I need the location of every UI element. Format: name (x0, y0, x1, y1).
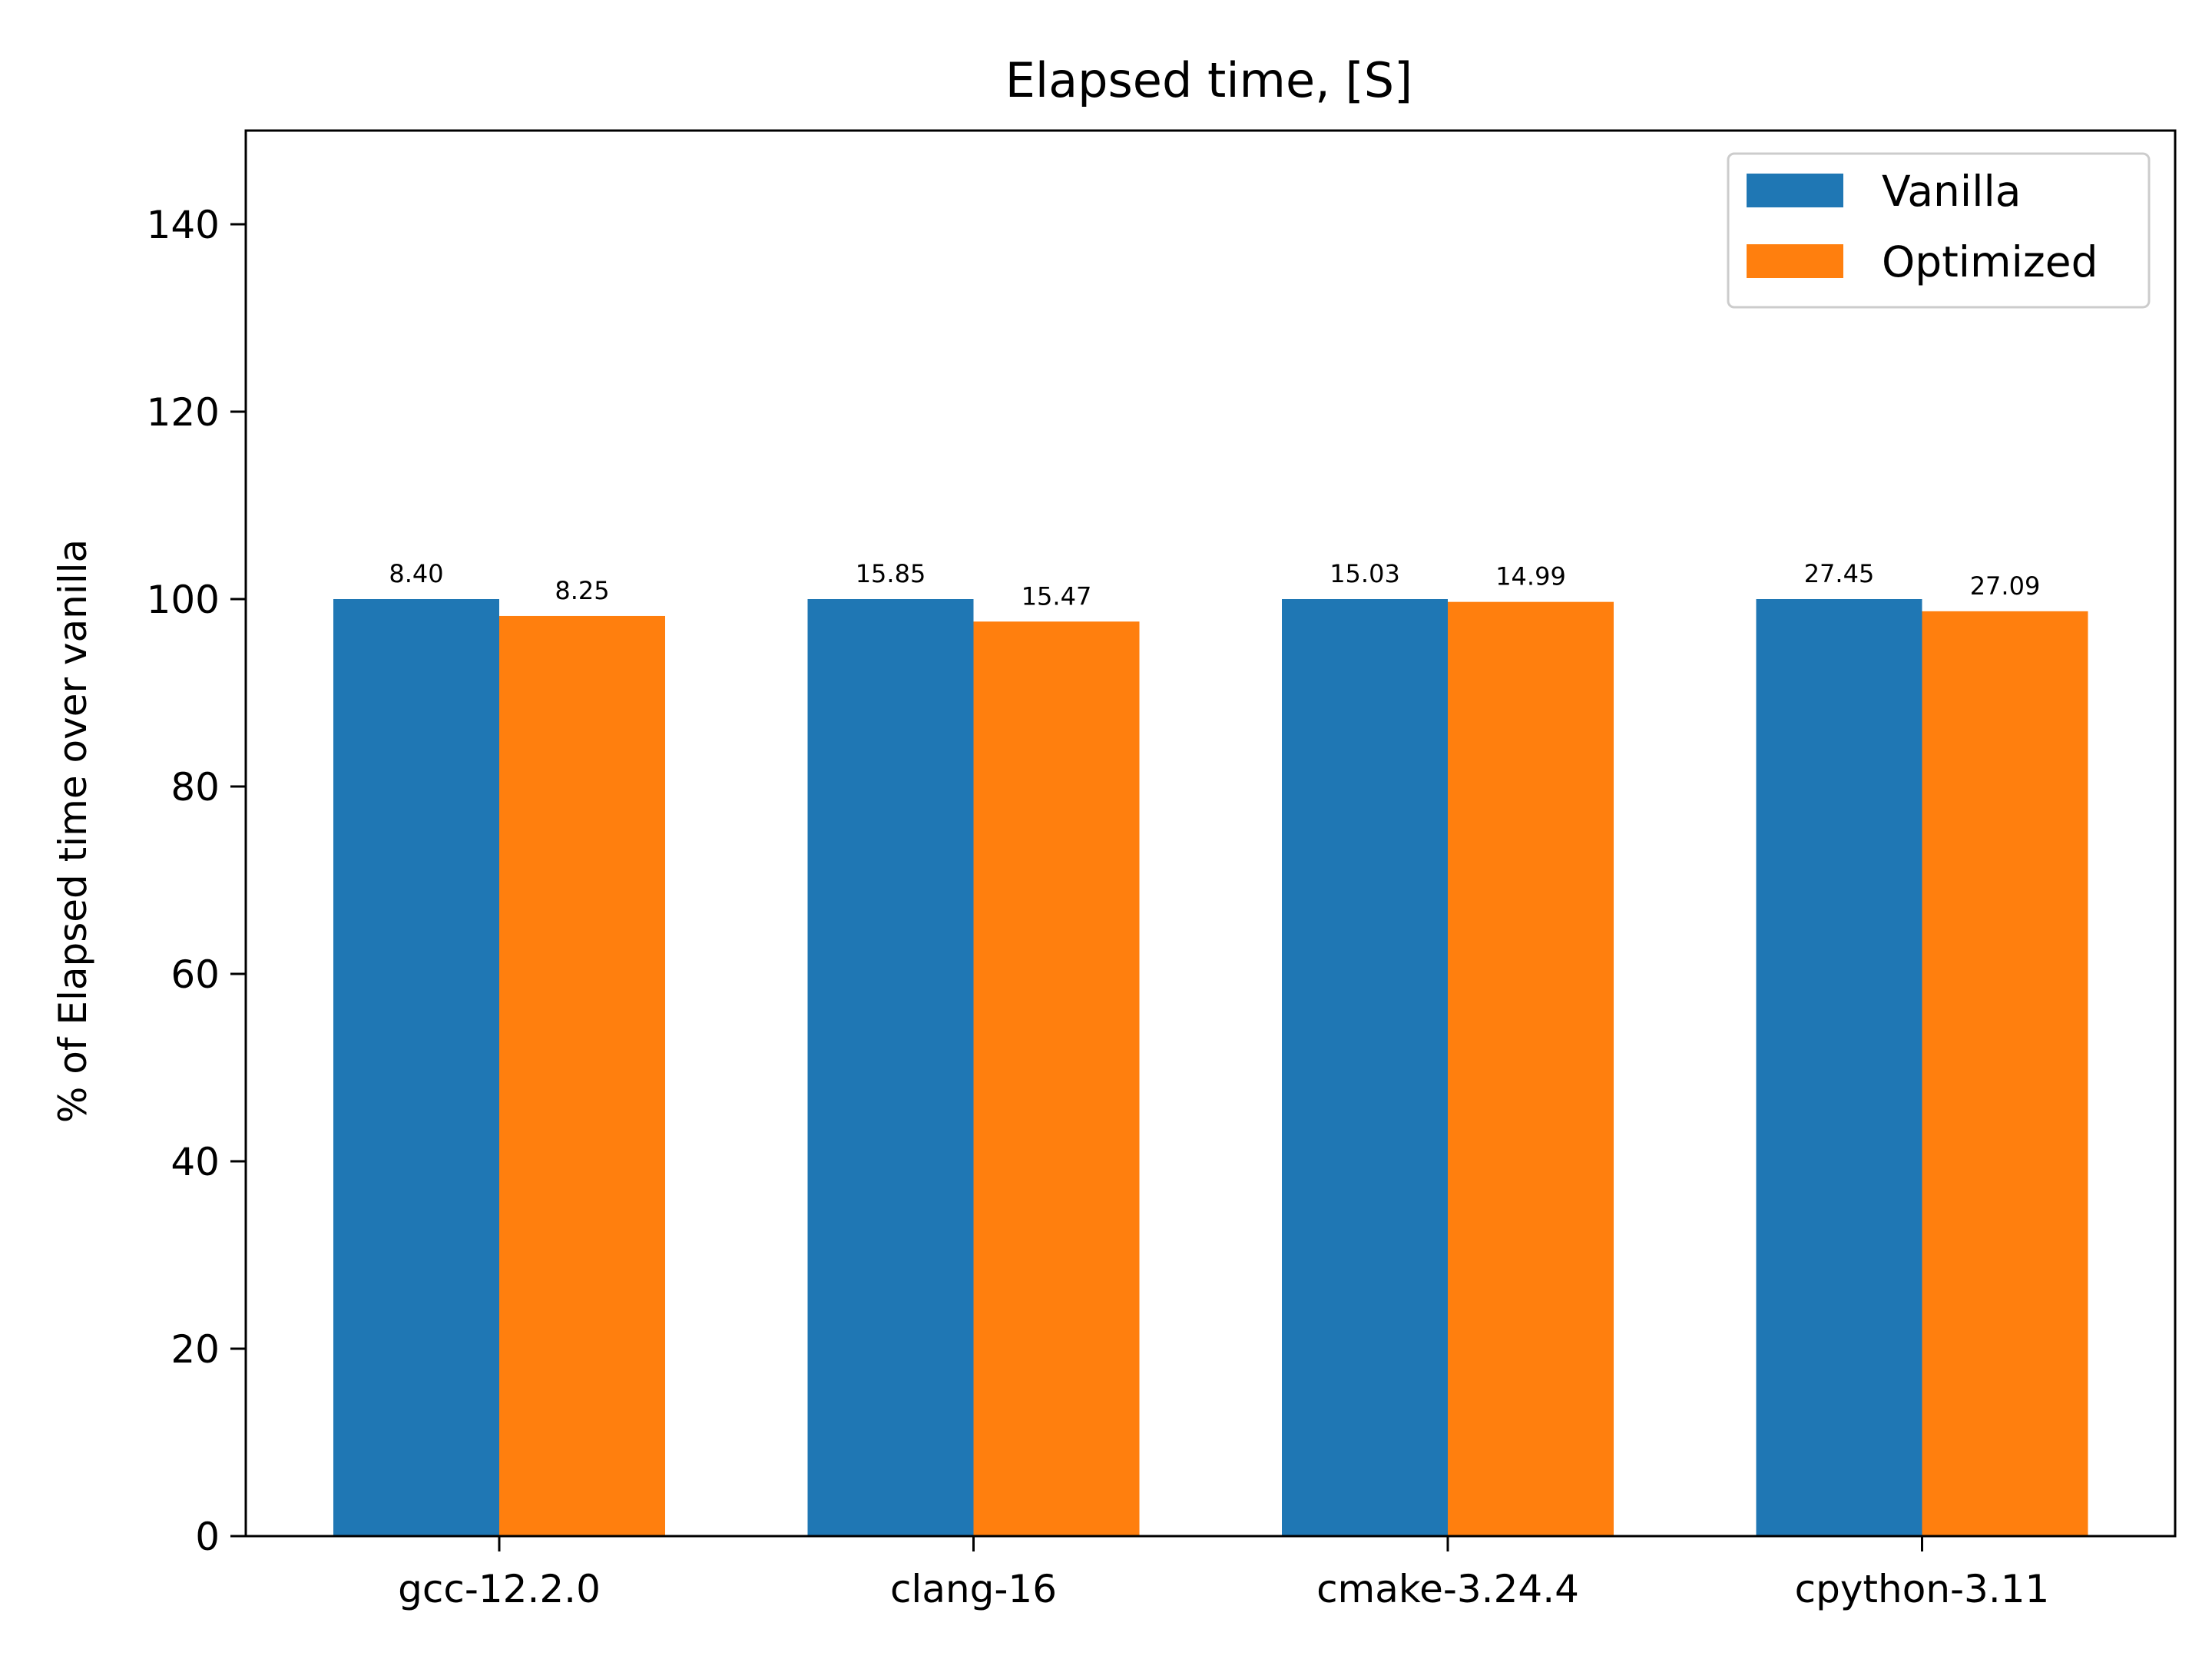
bar-vanilla-gcc-12.2.0 (333, 599, 499, 1536)
bar-value-label: 27.45 (1804, 559, 1875, 588)
bar-value-label: 14.99 (1495, 562, 1566, 591)
y-tick-label: 80 (171, 765, 220, 810)
bar-optimized-cmake-3.24.4 (1448, 601, 1614, 1537)
bar-optimized-cpython-3.11 (1922, 611, 2088, 1536)
legend: Vanilla Optimized (1727, 152, 2151, 309)
legend-label-vanilla: Vanilla (1882, 167, 2021, 216)
legend-swatch-optimized (1747, 244, 1843, 278)
bar-value-label: 8.40 (389, 559, 443, 588)
bar-value-label: 15.03 (1330, 559, 1400, 588)
legend-items: Vanilla Optimized (1747, 167, 2098, 286)
y-axis-label: % of Elapsed time over vanilla (51, 539, 95, 1123)
x-tick-label: cpython-3.11 (1795, 1567, 2050, 1611)
x-tick-label: cmake-3.24.4 (1316, 1567, 1579, 1611)
legend-swatch-vanilla (1747, 174, 1843, 207)
x-axis-ticks: gcc-12.2.0 clang-16 cmake-3.24.4 cpython-3.… (398, 1536, 2049, 1611)
y-tick-label: 0 (195, 1515, 220, 1559)
y-tick-label: 60 (171, 952, 220, 997)
bar-vanilla-cpython-3.11 (1756, 599, 1922, 1536)
y-tick-label: 100 (147, 578, 220, 622)
chart-title: Elapsed time, [S] (1005, 52, 1412, 108)
plot-area-frame (244, 129, 2177, 1538)
y-tick-label: 20 (171, 1327, 220, 1372)
y-axis-ticks: 0 20 40 60 80 100 120 140 (147, 203, 246, 1559)
bar-labels-group: 8.40 15.85 15.03 27.45 8.25 15.47 14.99 27.09 (389, 559, 2040, 611)
bar-vanilla-cmake-3.24.4 (1282, 599, 1448, 1536)
bars-group (333, 599, 2088, 1537)
y-tick-label: 40 (171, 1140, 220, 1184)
y-tick-label: 140 (147, 203, 220, 247)
legend-label-optimized: Optimized (1882, 237, 2098, 286)
bar-value-label: 27.09 (1970, 571, 2041, 601)
y-tick-label: 120 (147, 390, 220, 435)
bar-value-label: 15.85 (856, 559, 926, 588)
bar-optimized-clang-16 (973, 621, 1140, 1536)
bar-vanilla-clang-16 (807, 599, 974, 1536)
x-tick-label: gcc-12.2.0 (398, 1567, 601, 1611)
bar-value-label: 8.25 (555, 576, 609, 605)
bar-optimized-gcc-12.2.0 (499, 615, 665, 1537)
x-tick-label: clang-16 (890, 1567, 1057, 1611)
bar-value-label: 15.47 (1022, 581, 1092, 611)
